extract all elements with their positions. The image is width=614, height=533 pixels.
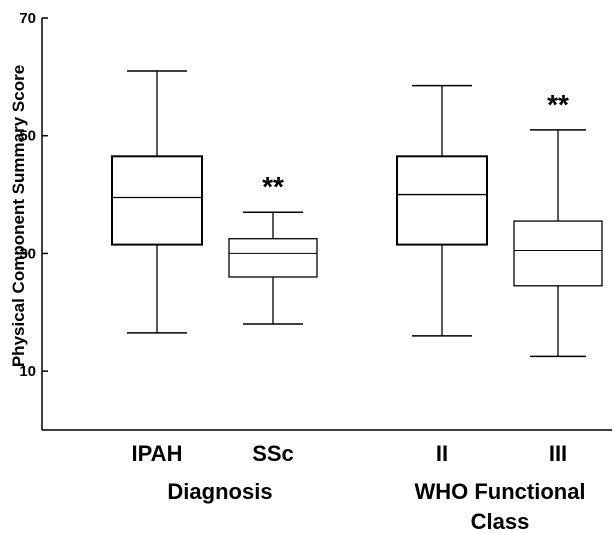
y-tick-label: 70 xyxy=(19,10,36,27)
x-tick-label: SSc xyxy=(252,441,294,466)
axes xyxy=(41,18,612,431)
y-tick-label: 10 xyxy=(19,363,36,380)
interquartile-box xyxy=(396,155,488,246)
group-label-who-functional-class: WHO Functional Class xyxy=(414,479,585,533)
significance-marker: ** xyxy=(547,89,569,120)
interquartile-box xyxy=(228,238,318,278)
interquartile-box xyxy=(513,220,603,287)
y-axis-label: Physical Component Summary Score xyxy=(9,65,28,367)
y-tick-label: 50 xyxy=(19,128,36,145)
x-tick-label: III xyxy=(549,441,567,466)
x-tick-label: II xyxy=(436,441,448,466)
box-ii xyxy=(396,84,488,337)
significance-marker: ** xyxy=(262,171,284,202)
box-iii: ** xyxy=(513,89,603,358)
x-tick-label: IPAH xyxy=(132,441,183,466)
group-label-diagnosis: Diagnosis xyxy=(167,479,272,504)
group-labels: Diagnosis WHO Functional Class xyxy=(167,479,585,533)
x-tick-labels: IPAH SSc II III xyxy=(132,441,568,466)
y-tick-label: 30 xyxy=(19,245,36,262)
interquartile-box xyxy=(111,155,203,246)
y-ticks: 10 30 50 70 xyxy=(19,10,48,380)
box-ssc: ** xyxy=(228,171,318,325)
boxes: ** ** xyxy=(111,70,603,358)
box-ipah xyxy=(111,70,203,334)
